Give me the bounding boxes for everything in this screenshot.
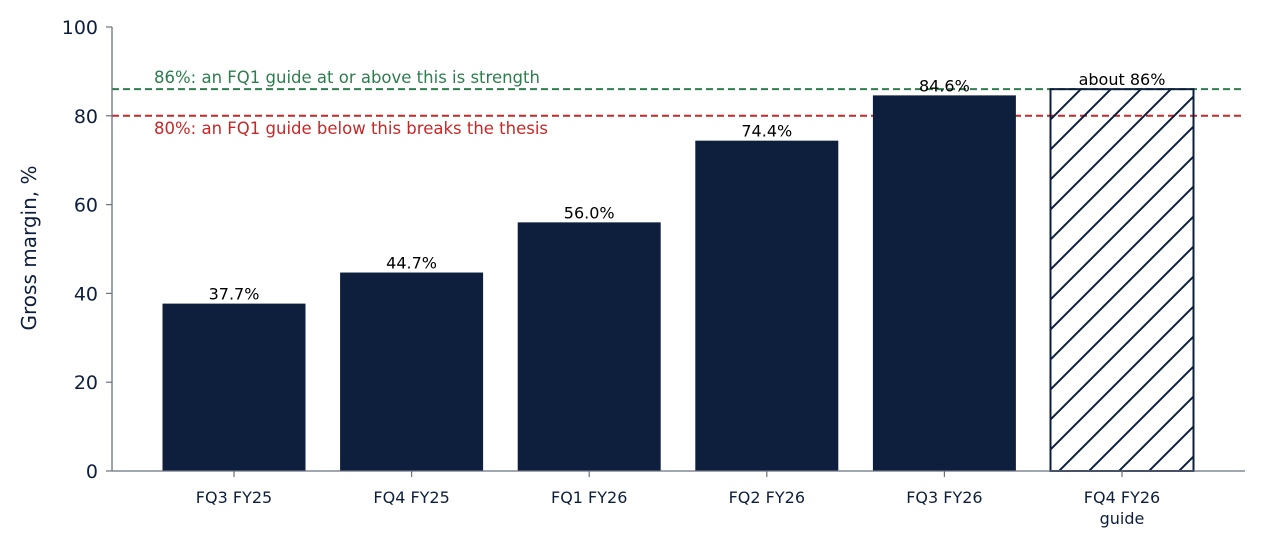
data-label-4: 84.6% — [919, 76, 970, 95]
y-tick-label-60: 60 — [74, 195, 98, 217]
bar-1 — [340, 272, 484, 471]
reference-label-80: 80%: an FQ1 guide below this breaks the … — [154, 119, 548, 138]
bar-2 — [517, 222, 661, 471]
bar-5 — [1049, 88, 1195, 472]
y-tick-label-0: 0 — [86, 461, 98, 483]
axes: FQ3 FY25 FQ4 FY25 FQ1 FY26 FQ2 FY26 FQ3 FY26… — [62, 17, 1245, 528]
x-tick-label-2: FQ1 FY26 — [551, 488, 627, 507]
x-tick-label-1: FQ4 FY25 — [373, 488, 449, 507]
y-axis-label: Gross margin, % — [17, 166, 41, 331]
data-label-0: 37.7% — [209, 285, 260, 304]
bars: 37.7% 44.7% 56.0% 74.4% 84.6% about 86% — [162, 70, 1195, 472]
y-tick-label-100: 100 — [62, 17, 98, 39]
x-tick-label-3: FQ2 FY26 — [729, 488, 805, 507]
reference-label-86: 86%: an FQ1 guide at or above this is st… — [154, 68, 540, 87]
reference-lines: 86%: an FQ1 guide at or above this is st… — [112, 68, 1245, 138]
bar-3 — [695, 140, 839, 471]
y-tick-label-80: 80 — [74, 106, 98, 128]
y-tick-label-40: 40 — [74, 283, 98, 305]
data-label-1: 44.7% — [386, 254, 437, 273]
x-tick-label-5: FQ4 FY26 guide — [1084, 488, 1160, 528]
y-tick-label-20: 20 — [74, 372, 98, 394]
data-label-3: 74.4% — [741, 122, 792, 141]
bar-0 — [162, 303, 306, 471]
data-label-5: about 86% — [1079, 70, 1166, 89]
x-tick-label-4: FQ3 FY26 — [906, 488, 982, 507]
x-tick-label-0: FQ3 FY25 — [196, 488, 272, 507]
data-label-2: 56.0% — [564, 203, 615, 222]
bar-4 — [872, 95, 1016, 471]
